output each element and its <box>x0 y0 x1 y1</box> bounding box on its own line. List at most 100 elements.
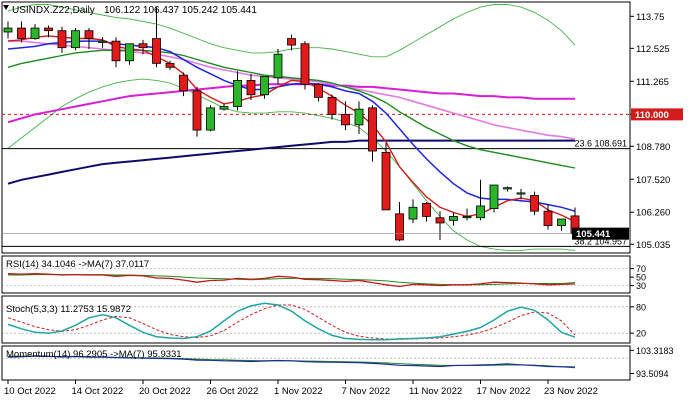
candle <box>98 37 107 48</box>
candle-body <box>395 213 404 241</box>
candle <box>395 202 404 242</box>
fib-level-label: 38.2 104.957 <box>574 236 627 246</box>
ma-navy-line <box>7 139 575 185</box>
price-tick-label: 105.035 <box>636 240 670 251</box>
dashed-level-badge-label: 110.000 <box>635 110 669 121</box>
candle-body <box>543 210 553 226</box>
x-tick-label: 20 Oct 2022 <box>139 386 191 397</box>
candle-body <box>354 108 364 126</box>
stoch-tick-label: 20 <box>636 329 646 339</box>
candle-body <box>489 184 499 209</box>
rsi-tick-label: 50 <box>636 273 646 283</box>
candle-body <box>71 30 80 49</box>
candle-body <box>273 53 283 79</box>
candle <box>57 26 67 53</box>
candle <box>17 21 26 43</box>
candle <box>44 25 53 38</box>
candle-body <box>30 27 40 39</box>
panel-titles: USINDX.Z22,Daily 106.122 106.437 105.242… <box>3 5 257 360</box>
candle-body <box>44 27 53 32</box>
candle-body <box>314 83 323 98</box>
dashed-level-badge-bg <box>631 108 683 121</box>
candle-body <box>260 76 269 96</box>
candle-body <box>368 107 377 152</box>
collapse-arrow-icon[interactable] <box>3 5 9 10</box>
candle <box>273 48 283 85</box>
momentum-panel: 103.3183 93.5094 <box>2 346 674 380</box>
candles <box>3 7 580 242</box>
x-tick-label: 23 Nov 2022 <box>544 386 598 397</box>
x-tick-label: 11 Nov 2022 <box>409 386 462 397</box>
candle-body <box>327 96 337 115</box>
dashed-level-badge: 110.000 <box>631 108 683 121</box>
candle <box>84 28 94 49</box>
price-tick-label: 113.75 <box>636 12 664 23</box>
candle-body <box>476 205 485 219</box>
candle-body <box>219 106 229 110</box>
candle-body <box>381 151 391 211</box>
price-levels: 23.6 108.691 38.2 104.957 <box>2 113 630 247</box>
candle-body <box>138 43 148 49</box>
last-price-badge-label: 105.441 <box>576 229 611 240</box>
candle <box>543 204 553 230</box>
candle <box>503 186 512 192</box>
candle <box>287 34 296 51</box>
stoch-tick-label: 80 <box>636 302 646 312</box>
candle-body <box>98 40 107 43</box>
ma-pink-line <box>8 40 576 140</box>
candle-body <box>192 90 202 131</box>
momentum-tick-label: 103.3183 <box>636 346 674 356</box>
candle-body <box>503 187 512 190</box>
candle-body <box>449 216 458 221</box>
candle <box>462 208 472 221</box>
candle-body <box>408 206 418 220</box>
moving-averages <box>7 35 576 223</box>
candle-body <box>57 30 67 49</box>
price-tick-label: 106.260 <box>636 208 670 219</box>
candle <box>449 212 458 226</box>
candle <box>125 43 134 65</box>
candle <box>111 37 121 68</box>
candle-body <box>233 79 242 107</box>
rsi-line <box>7 273 576 288</box>
x-axis: 10 Oct 2022 14 Oct 2022 20 Oct 2022 26 Oct … <box>2 379 630 397</box>
candle <box>300 41 310 90</box>
rsi-tick-label: 30 <box>636 281 646 291</box>
candle-body <box>84 30 94 39</box>
candle-body <box>300 43 310 85</box>
price-tick-label: 111.265 <box>636 77 669 88</box>
price-tick-label: 112.525 <box>636 44 670 55</box>
candle-body <box>287 38 296 46</box>
candle <box>341 101 350 131</box>
candle <box>138 39 148 55</box>
candle-body <box>206 107 215 131</box>
candle <box>206 105 215 132</box>
candle <box>165 60 175 70</box>
momentum-tick-label: 93.5094 <box>636 369 669 379</box>
candle <box>152 7 161 68</box>
rsi-title: RSI(14) 34.1046 ->MA(7) 37.0117 <box>6 259 149 270</box>
x-tick-label: 14 Oct 2022 <box>72 386 124 397</box>
candle <box>368 105 377 162</box>
candle <box>314 83 323 102</box>
candle <box>327 94 337 120</box>
momentum-line <box>7 355 576 368</box>
last-price-badge: 105.441 <box>572 227 629 240</box>
candle-body <box>111 40 121 62</box>
candle <box>3 21 13 39</box>
candle <box>381 143 391 211</box>
candle <box>260 76 269 99</box>
candle <box>179 72 188 97</box>
candle-body <box>3 27 13 33</box>
candle-body <box>422 202 431 217</box>
last-price-badge-bg <box>572 227 629 240</box>
price-tick-label: 108.780 <box>636 142 670 153</box>
rsi-tick-label: 70 <box>636 264 646 274</box>
candle-body <box>152 38 161 64</box>
x-tick-label: 7 Nov 2022 <box>342 386 391 397</box>
fib-level-label: 23.6 108.691 <box>574 139 627 149</box>
candle-body <box>165 62 175 68</box>
